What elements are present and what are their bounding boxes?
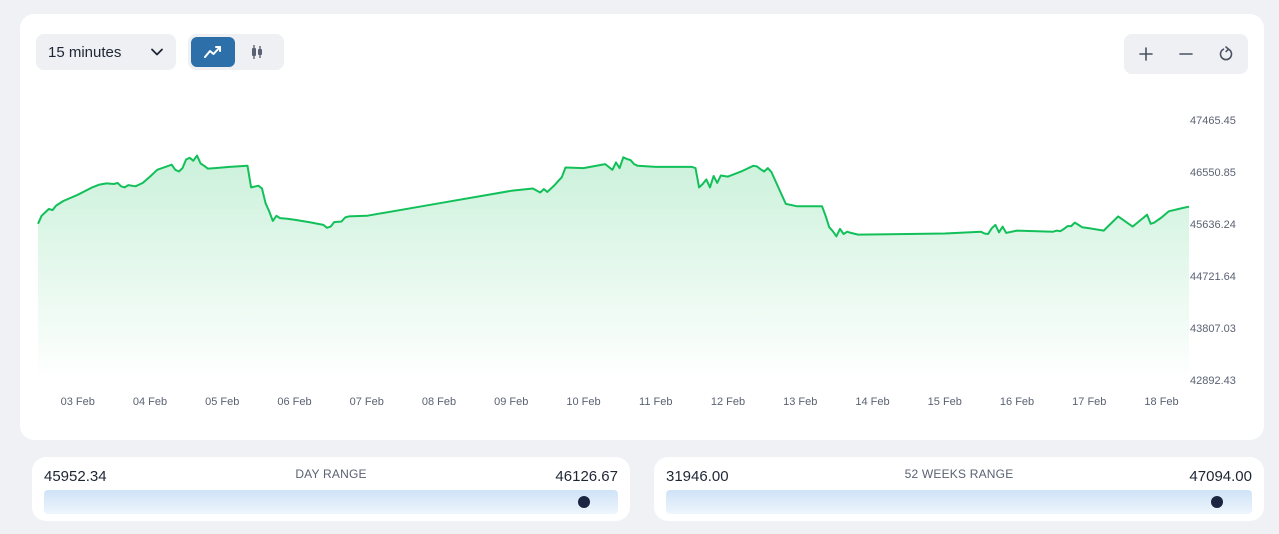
y-tick-label: 42892.43 — [1190, 375, 1236, 387]
x-tick-label: 08 Feb — [422, 396, 456, 408]
x-tick-label: 06 Feb — [277, 396, 311, 408]
day-range-low: 45952.34 — [44, 468, 107, 485]
zoom-in-button[interactable] — [1126, 34, 1166, 74]
x-tick-label: 04 Feb — [133, 396, 167, 408]
week52-range-high: 47094.00 — [1189, 468, 1252, 485]
x-tick-label: 14 Feb — [855, 396, 889, 408]
x-axis: 03 Feb 04 Feb 05 Feb 06 Feb 07 Feb 08 Feb 09 F… — [61, 396, 1179, 408]
x-tick-label: 07 Feb — [350, 396, 384, 408]
day-range-title: DAY RANGE — [295, 467, 367, 481]
x-tick-label: 16 Feb — [1000, 396, 1034, 408]
y-tick-label: 43807.03 — [1190, 323, 1236, 335]
x-tick-label: 15 Feb — [928, 396, 962, 408]
interval-value: 15 minutes — [48, 43, 122, 61]
interval-dropdown[interactable]: 15 minutes — [36, 34, 176, 70]
chart-card: 15 minutes — [20, 14, 1264, 440]
week52-range-marker — [1210, 496, 1223, 508]
y-tick-label: 44721.64 — [1190, 271, 1236, 283]
x-tick-label: 11 Feb — [639, 396, 672, 408]
zoom-controls — [1124, 34, 1248, 74]
week52-range-title: 52 WEEKS RANGE — [904, 467, 1014, 481]
day-range-marker — [577, 496, 590, 508]
price-line — [37, 154, 1190, 238]
price-chart: 47465.45 46550.85 45636.24 44721.64 43807.03… — [37, 115, 1236, 408]
x-tick-label: 13 Feb — [783, 396, 817, 408]
x-tick-label: 17 Feb — [1072, 396, 1106, 408]
minus-icon — [1179, 53, 1193, 55]
x-tick-label: 09 Feb — [494, 396, 528, 408]
price-area — [38, 155, 1189, 380]
y-tick-label: 47465.45 — [1190, 115, 1236, 127]
reset-icon — [1219, 46, 1233, 61]
y-tick-label: 45636.24 — [1190, 219, 1236, 231]
candlestick-icon — [252, 45, 262, 59]
day-range-card: 45952.34 DAY RANGE 46126.67 — [32, 457, 630, 521]
x-tick-label: 10 Feb — [566, 396, 600, 408]
zoom-out-button[interactable] — [1166, 34, 1206, 74]
x-tick-label: 12 Feb — [711, 396, 745, 408]
candlestick-chart-button[interactable] — [235, 37, 279, 67]
week52-range-card: 31946.00 52 WEEKS RANGE 47094.00 — [654, 457, 1264, 521]
y-axis: 47465.45 46550.85 45636.24 44721.64 43807.03… — [1190, 115, 1236, 387]
line-chart-button[interactable] — [191, 37, 235, 67]
week52-range-bar — [666, 490, 1252, 514]
reset-zoom-button[interactable] — [1206, 34, 1246, 74]
y-tick-label: 46550.85 — [1190, 167, 1236, 179]
day-range-high: 46126.67 — [555, 468, 618, 485]
x-tick-label: 18 Feb — [1144, 396, 1178, 408]
day-range-bar — [44, 490, 618, 514]
chevron-down-icon — [151, 48, 163, 56]
week52-range-low: 31946.00 — [666, 468, 729, 485]
plus-icon — [1139, 47, 1153, 61]
x-tick-label: 05 Feb — [205, 396, 239, 408]
line-chart-icon — [204, 46, 221, 58]
chart-type-toggle — [188, 34, 284, 70]
x-tick-label: 03 Feb — [61, 396, 95, 408]
